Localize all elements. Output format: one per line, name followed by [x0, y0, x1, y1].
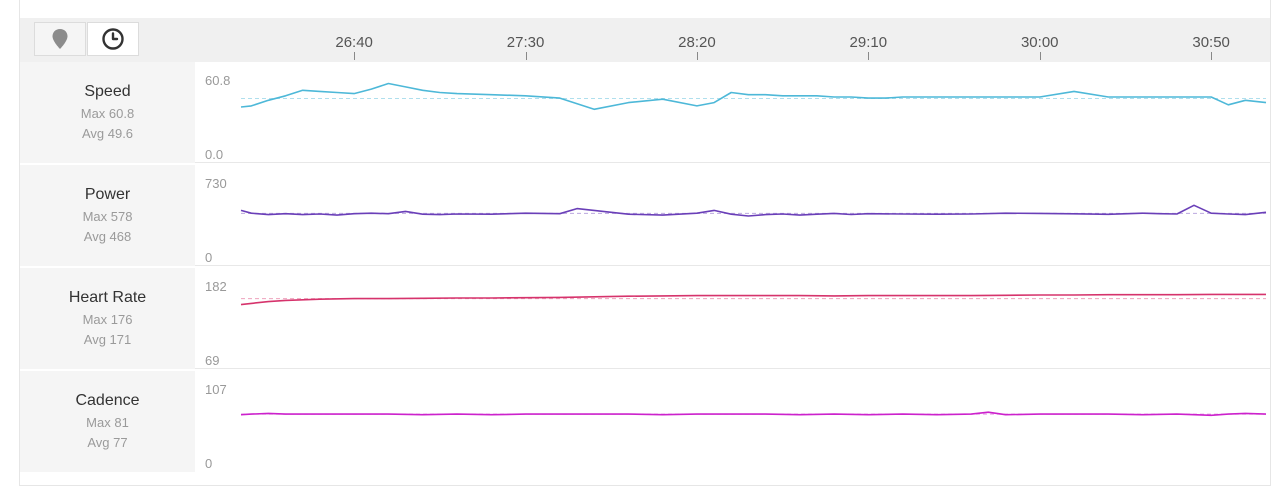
power-ymin-label: 0: [205, 250, 212, 265]
time-axis-header: 26:40 27:30 28:20 29:10 30:00 30:50: [20, 18, 1270, 62]
cadence-name: Cadence: [75, 392, 140, 409]
hr-ymax-label: 182: [205, 279, 227, 294]
time-tick-mark: [696, 52, 698, 60]
cadence-max: Max 81: [86, 415, 129, 430]
speed-avg: Avg 49.6: [81, 126, 134, 141]
time-tick-label: 30:50: [1192, 34, 1230, 51]
power-row: Power Max 578 Avg 468: [20, 165, 1270, 266]
map-view-button[interactable]: [34, 22, 86, 56]
power-ymax-label: 730: [205, 176, 227, 191]
time-tick-mark: [354, 52, 356, 60]
hr-ymin-label: 69: [205, 353, 219, 368]
speed-max: Max 60.8: [80, 106, 135, 121]
cadence-label-panel: Cadence Max 81 Avg 77: [20, 371, 195, 472]
time-tick-mark: [1039, 52, 1041, 60]
power-label-panel: Power Max 578 Avg 468: [20, 165, 195, 266]
cadence-series-line: [240, 411, 1267, 417]
time-tick-mark: [868, 52, 870, 60]
time-tick-label: 30:00: [1020, 34, 1059, 51]
speed-ymin-label: 0.0: [205, 147, 223, 162]
speed-label-panel: Speed Max 60.8 Avg 49.6: [20, 62, 195, 163]
power-series-line: [240, 204, 1267, 217]
speed-name: Speed: [84, 83, 131, 100]
heart-rate-max: Max 176: [82, 312, 133, 327]
time-tick-label: 28:20: [678, 34, 716, 51]
time-tick-label: 27:30: [506, 34, 545, 51]
heart-rate-row: Heart Rate Max 176 Avg 171: [20, 268, 1270, 369]
time-tick-label: 26:40: [335, 34, 373, 51]
heart-rate-avg: Avg 171: [83, 332, 132, 347]
time-tick-label: 29:10: [849, 34, 888, 51]
cadence-ymax-label: 107: [205, 382, 227, 397]
metrics-plot: 60.8 0.0 730 0 182 69 107 0: [205, 73, 1267, 471]
hr-series-line: [240, 293, 1266, 306]
chart-panel: 26:40 27:30 28:20 29:10 30:00 30:50 Speed Max…: [19, 0, 1271, 486]
power-name: Power: [84, 186, 131, 203]
speed-series-line: [240, 82, 1267, 111]
map-pin-icon: [52, 29, 68, 49]
heart-rate-label-panel: Heart Rate Max 176 Avg 171: [20, 268, 195, 369]
clock-icon: [102, 28, 124, 50]
time-tick-mark: [1211, 52, 1213, 60]
time-tick-mark: [525, 52, 527, 60]
power-max: Max 578: [82, 209, 133, 224]
speed-row: Speed Max 60.8 Avg 49.6: [20, 62, 1270, 163]
speed-ymax-label: 60.8: [205, 73, 230, 88]
heart-rate-name: Heart Rate: [68, 289, 147, 306]
cadence-row: Cadence Max 81 Avg 77: [20, 371, 1270, 472]
time-axis: 26:40 27:30 28:20 29:10 30:00 30:50: [20, 18, 1270, 62]
time-view-button[interactable]: [87, 22, 139, 56]
cadence-avg: Avg 77: [87, 435, 128, 450]
power-avg: Avg 468: [83, 229, 132, 244]
cadence-ymin-label: 0: [205, 456, 212, 471]
